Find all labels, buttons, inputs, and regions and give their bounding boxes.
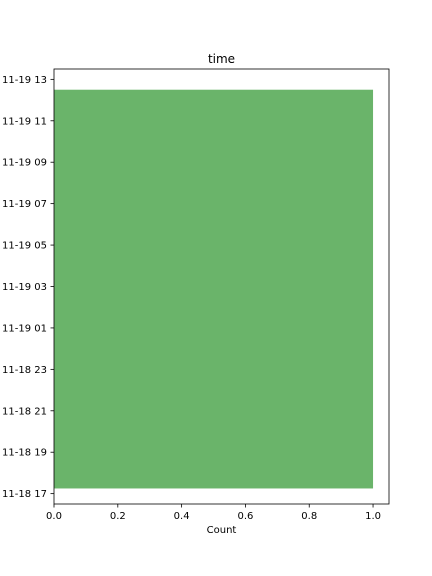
y-tick-label: 11-19 09: [2, 158, 47, 169]
y-tick-label: 11-18 19: [2, 448, 47, 459]
x-axis-title: Count: [207, 525, 237, 536]
y-tick-label: 11-19 11: [2, 116, 47, 127]
y-tick-label: 11-19 01: [2, 323, 47, 334]
x-tick-label: 0.6: [237, 511, 253, 522]
x-tick-label: 0.0: [46, 511, 62, 522]
x-tick-label: 1.0: [365, 511, 381, 522]
x-tick-label: 0.8: [301, 511, 317, 522]
y-tick-label: 11-18 17: [2, 489, 47, 500]
y-tick-label: 11-18 23: [2, 365, 47, 376]
x-tick-label: 0.4: [174, 511, 190, 522]
x-tick-label: 0.2: [110, 511, 126, 522]
bars-layer: [54, 89, 374, 489]
y-tick-label: 11-19 05: [2, 241, 47, 252]
y-axis: 11-18 17 11-18 19 11-18 21 11-18 23 11-19 01…: [2, 75, 54, 500]
y-tick-label: 11-19 07: [2, 199, 47, 210]
chart-title: time: [208, 52, 235, 66]
y-tick-label: 11-19 13: [2, 75, 47, 86]
histogram-bar: [54, 89, 374, 489]
x-axis: 0.0 0.2 0.4 0.6 0.8 1.0: [46, 504, 381, 522]
y-tick-label: 11-18 21: [2, 406, 47, 417]
y-tick-label: 11-19 03: [2, 282, 47, 293]
